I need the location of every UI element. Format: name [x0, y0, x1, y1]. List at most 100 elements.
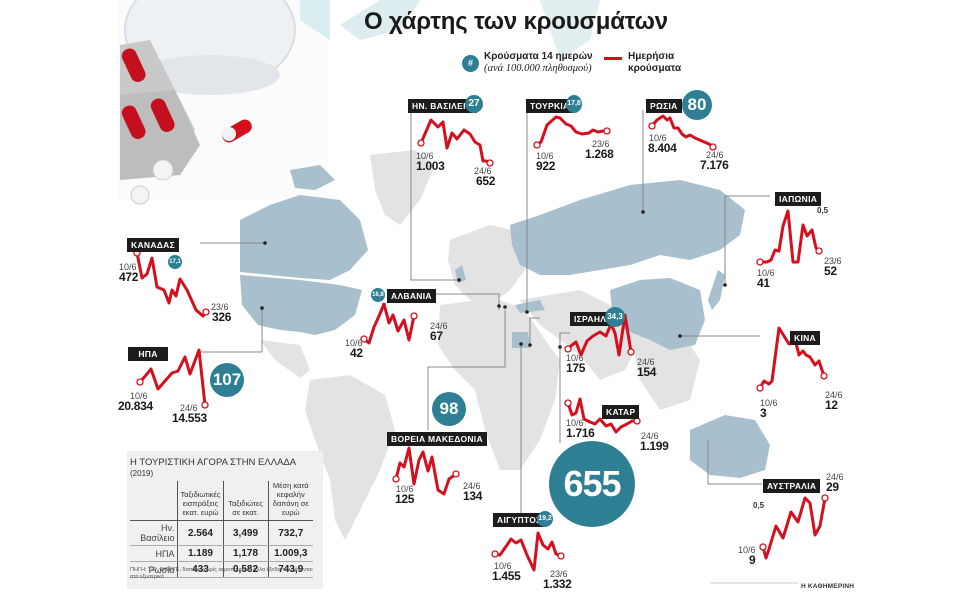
start-value-russia: 8.404 [648, 141, 677, 155]
sparkline-china [758, 326, 826, 389]
start-date-north-macedonia: 10/6 [396, 484, 414, 494]
rate-badge-canada: 17,1 [168, 255, 182, 269]
tourism-table: Ταξιδιωτικές εισπράξεις εκατ. ευρώ Ταξιδ… [130, 481, 313, 578]
table-row: Ην. Βασίλειο 2.564 3,499 732,7 [130, 520, 313, 546]
end-value-canada: 326 [212, 310, 232, 324]
country-tag-usa: ΗΠΑ [128, 347, 168, 361]
start-value-egypt: 1.455 [492, 569, 521, 583]
start-date-australia: 10/6 [738, 545, 756, 555]
end-value-china: 12 [825, 398, 838, 412]
page-title: Ο χάρτης των κρουσμάτων [364, 8, 668, 35]
end-value-egypt: 1.332 [543, 577, 572, 591]
sparkline-north-macedonia [394, 446, 457, 496]
country-tag-israel: ΙΣΡΑΗΛ [570, 312, 611, 326]
table-cell: 3,499 [222, 520, 268, 546]
end-date-qatar: 24/6 [641, 431, 659, 441]
country-tag-qatar: ΚΑΤΑΡ [602, 405, 640, 419]
end-date-turkey: 23/6 [592, 139, 610, 149]
start-date-israel: 10/6 [566, 353, 584, 363]
start-date-canada: 10/6 [119, 262, 137, 272]
country-name-japan: ΙΑΠΩΝΙΑ [779, 194, 818, 204]
end-date-uk: 24/6 [474, 166, 492, 176]
sparkline-israel [566, 313, 633, 357]
start-value-north-macedonia: 125 [395, 492, 415, 506]
rate-badge-albania: 16,8 [371, 288, 385, 302]
start-value-uk: 1.003 [416, 159, 445, 173]
end-value-israel: 154 [637, 365, 657, 379]
end-date-canada: 23/6 [211, 302, 229, 312]
end-date-egypt: 23/6 [550, 569, 568, 579]
table-cell: 2.564 [177, 520, 224, 546]
start-date-japan: 10/6 [757, 268, 775, 278]
tourism-table-title: Η ΤΟΥΡΙΣΤΙΚΗ ΑΓΟΡΑ ΣΤΗΝ ΕΛΛΑΔΑ [130, 457, 297, 468]
legend-badge-label: Κρούσματα 14 ημερών [484, 51, 593, 62]
highlighted-countries [240, 165, 770, 478]
start-date-egypt: 10/6 [494, 561, 512, 571]
table-header-receipts: Ταξιδιωτικές εισπράξεις εκατ. ευρώ [177, 481, 224, 521]
table-header-travellers: Ταξιδιώτες σε εκατ. [222, 481, 268, 521]
country-tag-uk: ΗΝ. ΒΑΣΙΛΕΙΟ [408, 99, 477, 113]
table-cell: 743,9 [267, 561, 313, 578]
table-source-note: ΠΗΓΗ: ΤΙΕ, INSETE, δαπάνη χωρίς αεροπορι… [130, 567, 313, 580]
legend-badge-sublabel: (ανά 100.000 πληθυσμού) [484, 63, 592, 74]
end-date-japan: 23/6 [824, 256, 842, 266]
rate-badge-north-macedonia: 98 [432, 392, 466, 426]
start-value-qatar: 1.716 [566, 426, 595, 440]
start-date-china: 10/6 [760, 398, 778, 408]
country-tag-russia: ΡΩΣΙΑ [646, 99, 682, 113]
end-date-australia: 24/6 [826, 472, 844, 482]
table-cell: Ην. Βασίλειο [130, 520, 178, 546]
publisher-credit: Η ΚΑΘΗΜΕΡΙΝΗ [801, 583, 855, 590]
start-date-qatar: 10/6 [566, 418, 584, 428]
table-cell: 0,582 [222, 561, 268, 578]
end-value-australia: 29 [826, 480, 839, 494]
rate-label-japan: 0,5 [817, 206, 829, 215]
start-value-canada: 472 [119, 270, 139, 284]
table-row: Ρωσία 433 0,582 743,9 [130, 561, 313, 578]
start-value-china: 3 [760, 406, 767, 420]
end-date-israel: 24/6 [637, 357, 655, 367]
end-date-albania: 24/6 [430, 321, 448, 331]
end-date-russia: 24/6 [706, 150, 724, 160]
tourism-table-year: (2019) [130, 469, 154, 478]
sparkline-albania [363, 302, 416, 345]
table-row: ΗΠΑ 1.189 1,178 1.009,3 [130, 545, 313, 562]
end-date-usa: 24/6 [180, 403, 198, 413]
hash-badge-icon: # [462, 55, 479, 72]
red-line-icon [604, 57, 622, 60]
rate-badge-russia: 80 [682, 90, 712, 120]
rate-badge-qatar: 655 [549, 441, 635, 527]
country-tag-china: ΚΙΝΑ [790, 331, 820, 345]
table-cell: 1.189 [177, 545, 224, 562]
sparkline-qatar [566, 397, 637, 434]
sparkline-turkey [536, 115, 607, 147]
start-date-uk: 10/6 [416, 151, 434, 161]
start-date-usa: 10/6 [130, 391, 148, 401]
country-tag-japan: ΙΑΠΩΝΙΑ [775, 192, 822, 206]
sparkline-canada [135, 252, 208, 318]
start-value-japan: 41 [757, 276, 770, 290]
country-tag-turkey: ΤΟΥΡΚΙΑ [526, 99, 574, 113]
end-value-albania: 67 [430, 329, 443, 343]
pills-photo-decoration [118, 0, 600, 205]
start-value-usa: 20.834 [118, 399, 153, 413]
leader-lines [200, 110, 770, 517]
table-cell: Ρωσία [130, 561, 178, 578]
sparkline-russia [650, 114, 714, 149]
end-date-north-macedonia: 24/6 [463, 481, 481, 491]
rate-badge-egypt: 19,2 [537, 511, 553, 527]
end-value-north-macedonia: 134 [463, 489, 483, 503]
country-tag-north-macedonia: ΒΟΡΕΙΑ ΜΑΚΕΔΟΝΙΑ [387, 432, 487, 446]
sparkline-endpoints [133, 122, 829, 560]
sparkline-japan [760, 209, 821, 264]
start-value-turkey: 922 [536, 159, 556, 173]
rate-badge-uk: 27 [465, 95, 483, 113]
table-cell: 1,178 [222, 545, 268, 562]
table-cell: 1.009,3 [267, 545, 313, 562]
end-value-russia: 7.176 [700, 158, 729, 172]
start-value-albania: 42 [350, 346, 363, 360]
sparkline-uk [419, 118, 491, 165]
end-value-uk: 652 [476, 174, 496, 188]
